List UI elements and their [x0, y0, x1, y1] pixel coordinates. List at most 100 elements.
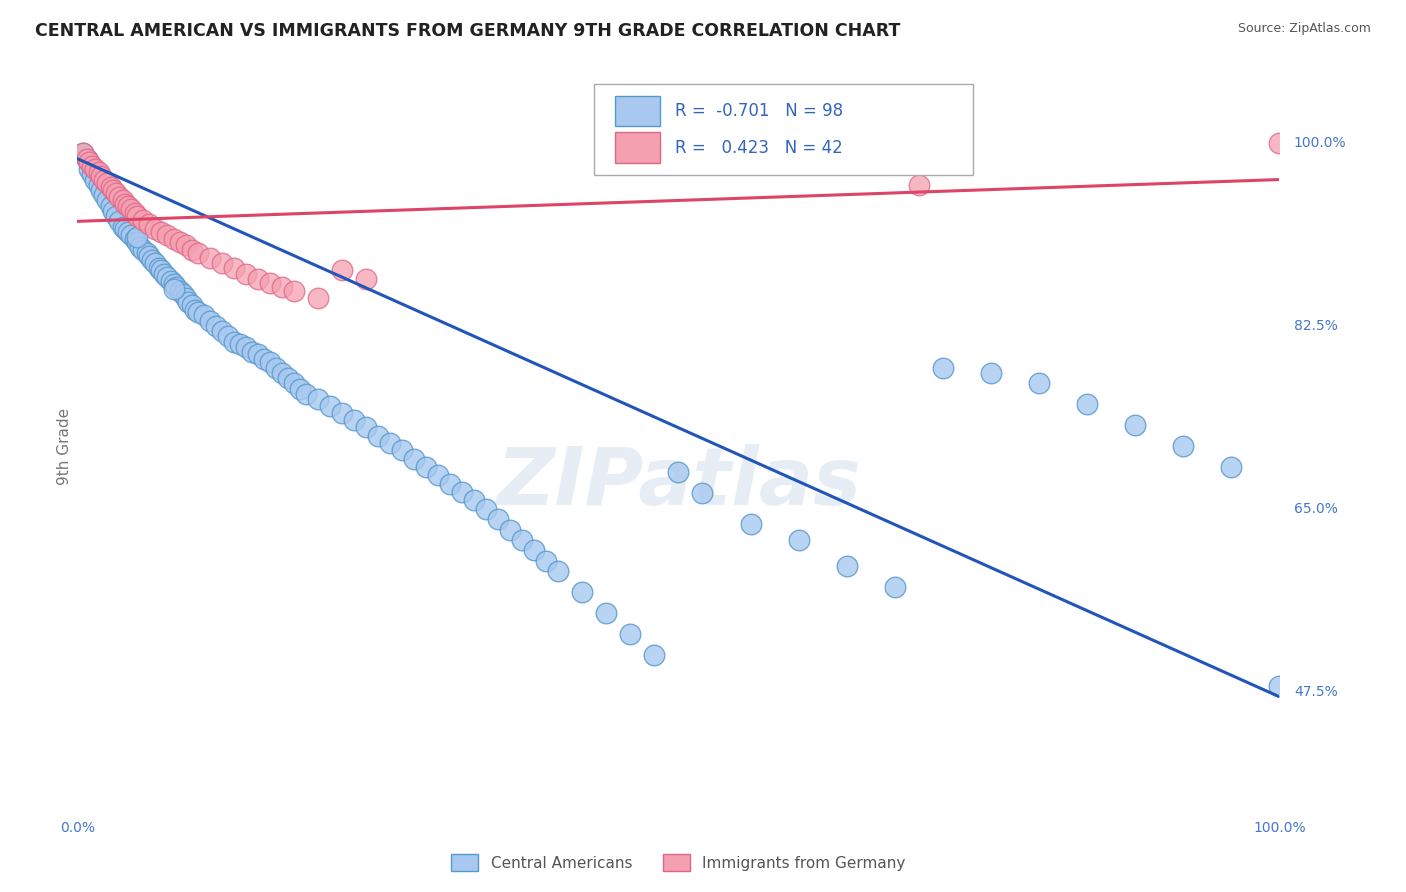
- Point: [148, 261, 170, 276]
- Point: [79, 154, 101, 169]
- Point: [1028, 376, 1050, 391]
- Point: [740, 517, 762, 532]
- Point: [108, 214, 131, 228]
- Point: [96, 194, 118, 208]
- Point: [174, 291, 197, 305]
- Point: [222, 334, 245, 349]
- Point: [128, 240, 150, 254]
- Point: [330, 263, 353, 277]
- Point: [108, 190, 131, 204]
- Point: [104, 186, 127, 201]
- Point: [1268, 679, 1291, 693]
- Text: R =  -0.701   N = 98: R = -0.701 N = 98: [675, 102, 844, 120]
- Text: ZIPatlas: ZIPatlas: [496, 443, 860, 522]
- Text: CENTRAL AMERICAN VS IMMIGRANTS FROM GERMANY 9TH GRADE CORRELATION CHART: CENTRAL AMERICAN VS IMMIGRANTS FROM GERM…: [35, 22, 900, 40]
- Point: [510, 533, 533, 547]
- Text: 82.5%: 82.5%: [1294, 318, 1337, 333]
- Point: [84, 162, 107, 177]
- Point: [378, 435, 401, 450]
- Point: [319, 399, 342, 413]
- Point: [235, 340, 257, 354]
- Point: [235, 267, 257, 281]
- Point: [402, 451, 425, 466]
- Point: [186, 245, 209, 260]
- FancyBboxPatch shape: [595, 84, 973, 176]
- Point: [72, 146, 94, 161]
- Point: [180, 298, 202, 312]
- Point: [1268, 136, 1291, 150]
- Point: [932, 360, 955, 375]
- Point: [174, 238, 197, 252]
- Point: [668, 465, 690, 479]
- Point: [475, 501, 498, 516]
- Point: [222, 261, 245, 276]
- Point: [162, 277, 184, 291]
- Point: [643, 648, 665, 662]
- Point: [169, 235, 191, 250]
- Point: [619, 627, 641, 641]
- Point: [184, 303, 207, 318]
- Point: [330, 406, 353, 420]
- Text: 100.0%: 100.0%: [1294, 136, 1347, 150]
- Point: [391, 443, 413, 458]
- Text: 47.5%: 47.5%: [1294, 684, 1337, 698]
- Point: [198, 313, 221, 327]
- Point: [288, 382, 311, 396]
- Point: [90, 183, 112, 197]
- Point: [120, 202, 142, 216]
- Point: [136, 245, 159, 260]
- Point: [156, 269, 179, 284]
- Point: [499, 523, 522, 537]
- Point: [141, 252, 163, 267]
- Point: [165, 280, 187, 294]
- Y-axis label: 9th Grade: 9th Grade: [56, 408, 72, 484]
- Point: [534, 554, 557, 568]
- Point: [246, 347, 269, 361]
- Point: [103, 183, 125, 197]
- Point: [124, 206, 146, 220]
- Point: [120, 227, 142, 242]
- Point: [156, 227, 179, 242]
- Point: [343, 413, 366, 427]
- Point: [90, 169, 112, 184]
- Point: [104, 209, 127, 223]
- Point: [367, 428, 389, 442]
- Point: [145, 221, 167, 235]
- Point: [259, 276, 281, 290]
- Point: [307, 392, 329, 406]
- Point: [253, 352, 276, 367]
- Point: [980, 366, 1002, 380]
- Point: [204, 318, 226, 333]
- Point: [198, 251, 221, 265]
- Point: [80, 167, 103, 181]
- Point: [294, 386, 316, 401]
- Bar: [614, 95, 661, 127]
- Point: [93, 188, 115, 202]
- Point: [277, 371, 299, 385]
- Point: [138, 249, 160, 263]
- Point: [259, 355, 281, 369]
- Point: [211, 324, 233, 338]
- Point: [162, 282, 184, 296]
- Point: [96, 176, 118, 190]
- Point: [486, 512, 509, 526]
- Point: [427, 468, 450, 483]
- Point: [93, 172, 115, 186]
- Point: [307, 291, 329, 305]
- Text: R =   0.423   N = 42: R = 0.423 N = 42: [675, 138, 842, 157]
- Point: [76, 152, 98, 166]
- Point: [270, 280, 292, 294]
- Point: [1173, 439, 1195, 453]
- Point: [87, 165, 110, 179]
- Point: [523, 543, 546, 558]
- Legend: Central Americans, Immigrants from Germany: Central Americans, Immigrants from Germa…: [444, 848, 912, 877]
- Point: [124, 232, 146, 246]
- Point: [172, 287, 194, 301]
- Point: [439, 476, 461, 491]
- Point: [162, 232, 184, 246]
- Point: [463, 493, 485, 508]
- Point: [132, 243, 155, 257]
- Point: [264, 360, 287, 375]
- Point: [111, 219, 134, 234]
- Point: [100, 199, 122, 213]
